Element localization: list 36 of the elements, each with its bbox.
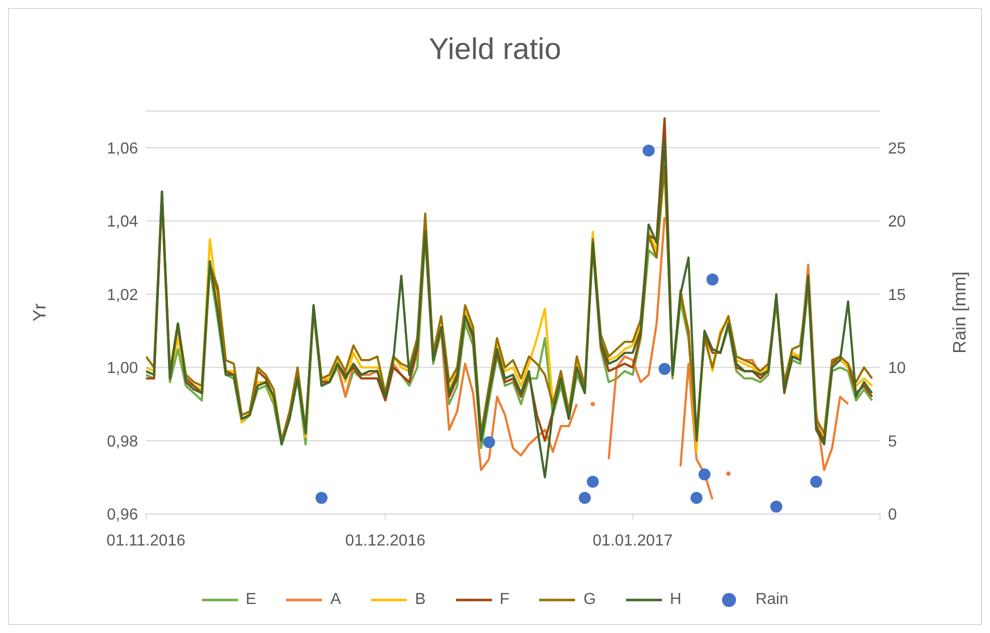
point xyxy=(316,492,328,504)
chart-title: Yield ratio xyxy=(428,32,562,68)
y2-tick-label: 15 xyxy=(888,286,906,304)
y2-tick-label: 25 xyxy=(888,140,906,158)
x-tick-label: 01.01.2017 xyxy=(592,532,673,550)
point xyxy=(483,436,496,448)
y2-axis-title: Rain [mm] xyxy=(949,271,970,354)
y2-tick-label: 20 xyxy=(888,214,906,231)
point xyxy=(770,500,782,513)
y-tick-label: 1,00 xyxy=(106,360,138,378)
legend-label: A xyxy=(330,591,341,609)
point xyxy=(690,492,702,504)
y-tick-label: 1,02 xyxy=(106,286,138,304)
legend-label: H xyxy=(670,591,682,609)
legend-label: B xyxy=(414,591,426,609)
y-axis-title: Yr xyxy=(29,303,50,322)
y-tick-label: 0,96 xyxy=(106,506,138,524)
y-tick-label: 0,98 xyxy=(106,433,138,450)
y-tick-label: 1,04 xyxy=(106,214,138,231)
point xyxy=(658,362,671,375)
point xyxy=(706,274,718,286)
point xyxy=(698,468,710,480)
y2-tick-label: 5 xyxy=(888,433,897,450)
point xyxy=(642,144,655,157)
y2-tick-label: 10 xyxy=(888,360,906,378)
y2-tick-label: 0 xyxy=(888,506,897,524)
point xyxy=(810,476,822,488)
y-tick-label: 1,06 xyxy=(106,140,138,158)
legend-label: Rain xyxy=(755,591,788,609)
x-tick-label: 01.12.2016 xyxy=(345,532,426,550)
x-tick-label: 01.11.2016 xyxy=(106,532,186,550)
legend-label: E xyxy=(246,591,256,609)
legend-label: G xyxy=(583,591,596,609)
legend-label: F xyxy=(500,591,510,609)
point xyxy=(578,492,591,504)
point xyxy=(586,476,599,488)
